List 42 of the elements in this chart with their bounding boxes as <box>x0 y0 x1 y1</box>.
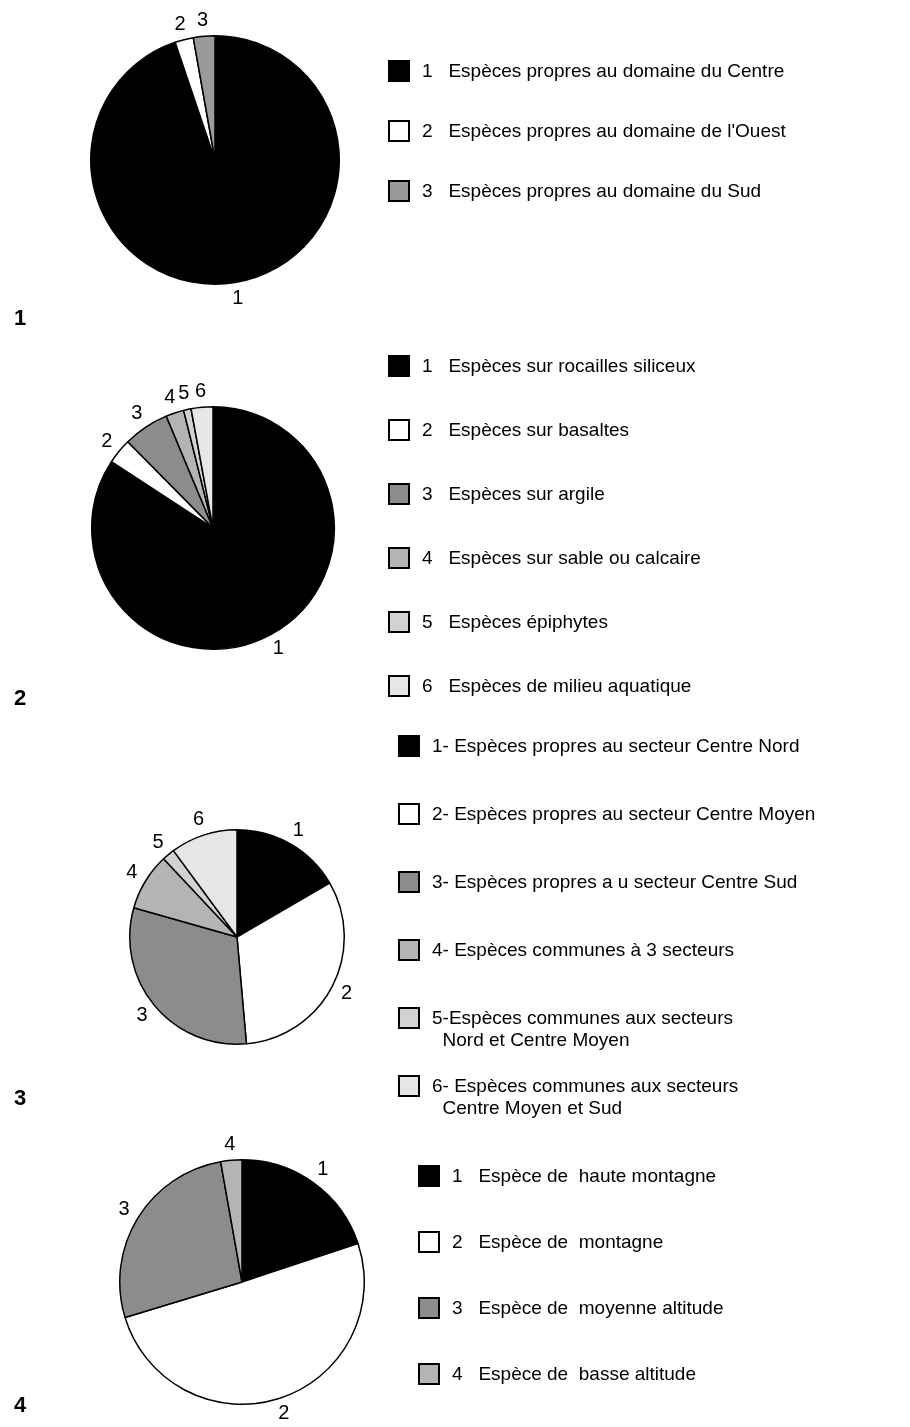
text: 2 <box>340 981 353 1004</box>
legend-label: 4- Espèces communes à 3 secteurs <box>432 939 735 961</box>
text: 3 <box>131 401 143 424</box>
legend-label: 5 Espèces épiphytes <box>422 611 608 633</box>
legend-label: 1- Espèces propres au secteur Centre Nord <box>432 735 800 757</box>
text: 4 <box>126 860 138 883</box>
text: 1 <box>232 285 244 308</box>
text: 2 <box>278 1401 290 1424</box>
legend-label: 1 Espèces propres au domaine du Centre <box>422 60 785 82</box>
legend-label: 4 Espèces sur sable ou calcaire <box>422 547 701 569</box>
legend-label: 6 Espèces de milieu aquatique <box>422 675 692 697</box>
chart-title: 4 <box>224 1131 236 1154</box>
legend-label: 2- Espèces propres au secteur Centre Moyen <box>432 803 816 825</box>
legend-label: 1 Espèces sur rocailles siliceux <box>422 355 696 377</box>
text: 3 <box>14 1085 27 1111</box>
legend-label: 2 Espèce de montagne <box>452 1231 664 1253</box>
legend-label: 3- Espèces propres a u secteur Centre Sud <box>432 871 798 893</box>
legend-label: 4 Espèce de basse altitude <box>452 1363 696 1385</box>
legend-label: 3 Espèces propres au domaine du Sud <box>422 180 762 202</box>
text: 3 <box>118 1197 130 1220</box>
text: 2 <box>14 685 27 711</box>
text: 1 <box>292 817 304 840</box>
text: 4 <box>14 1392 27 1418</box>
text: 1 <box>272 636 284 659</box>
text: 6 <box>192 807 205 830</box>
text: 5 <box>178 381 190 404</box>
text: 5 <box>152 829 164 852</box>
legend-label: 1 Espèce de haute montagne <box>452 1165 717 1187</box>
text: 4 <box>164 385 176 408</box>
text: 1 <box>14 305 27 331</box>
text: 6 <box>194 378 207 401</box>
legend-label: 5-Espèces communes aux secteurs Nord et Centre Moyen <box>432 1007 733 1051</box>
text: 3 <box>136 1003 148 1026</box>
legend-label: 3 Espèces sur argile <box>422 483 605 505</box>
text: 3 <box>197 7 209 30</box>
legend-label: 2 Espèces propres au domaine de l'Ouest <box>422 120 786 142</box>
legend-label: 3 Espèce de moyenne altitude <box>452 1297 724 1319</box>
text: 2 <box>174 11 186 34</box>
text: 2 <box>101 428 113 451</box>
legend-label: 2 Espèces sur basaltes <box>422 419 629 441</box>
legend-label: 6- Espèces communes aux secteurs Centre Moyen et Sud <box>432 1075 739 1119</box>
text: 1 <box>317 1157 329 1180</box>
